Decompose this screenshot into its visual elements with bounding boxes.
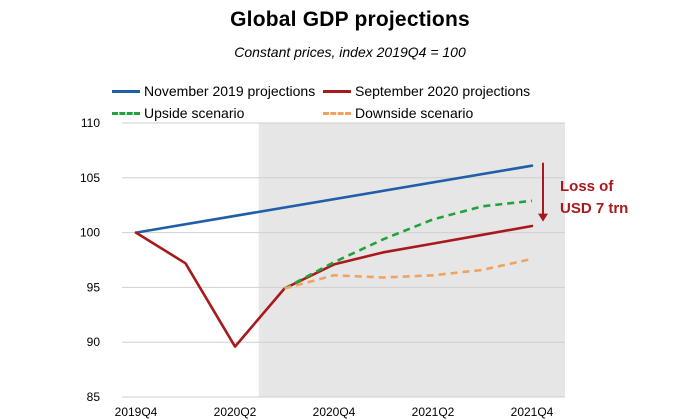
legend-swatch-green-dashed-icon (112, 111, 140, 115)
y-tick-label: 90 (87, 335, 101, 349)
legend-label: Upside scenario (144, 105, 245, 121)
legend-label: Downside scenario (355, 105, 474, 121)
y-tick-label: 110 (81, 116, 100, 130)
legend-item-downside: Downside scenario (323, 105, 473, 121)
x-tick-label: 2020Q2 (214, 405, 257, 419)
legend-label: September 2020 projections (355, 83, 531, 99)
legend-swatch-blue-line-icon (112, 89, 140, 93)
y-tick-label: 95 (87, 280, 101, 294)
legend-swatch-red-line-icon (323, 89, 351, 93)
annotation-text-line: Loss of (560, 178, 614, 195)
chart-subtitle: Constant prices, index 2019Q4 = 100 (234, 44, 466, 60)
x-tick-label: 2020Q4 (313, 405, 356, 419)
legend-label: November 2019 projections (144, 83, 316, 99)
series-line-3 (284, 257, 533, 290)
legend-item-september-2020: September 2020 projections (323, 83, 530, 99)
series-line-2 (283, 199, 533, 290)
forecast-shaded-region (258, 123, 565, 397)
legend-item-upside: Upside scenario (112, 105, 244, 121)
x-tick-label: 2021Q4 (511, 405, 554, 419)
legend-swatch-orange-dashed-icon (323, 111, 351, 115)
series-line-1 (134, 224, 534, 348)
series-line-0 (134, 164, 534, 234)
x-tick-label: 2019Q4 (115, 405, 158, 419)
chart-title: Global GDP projections (230, 8, 470, 31)
y-tick-label: 105 (80, 171, 100, 185)
legend-item-november-2019: November 2019 projections (112, 83, 315, 99)
annotation-text-line: USD 7 trn (560, 200, 628, 217)
x-tick-label: 2021Q2 (412, 405, 455, 419)
y-tick-label: 85 (87, 390, 101, 404)
annotation-arrow-head-icon (538, 213, 548, 222)
y-tick-label: 100 (80, 226, 100, 240)
